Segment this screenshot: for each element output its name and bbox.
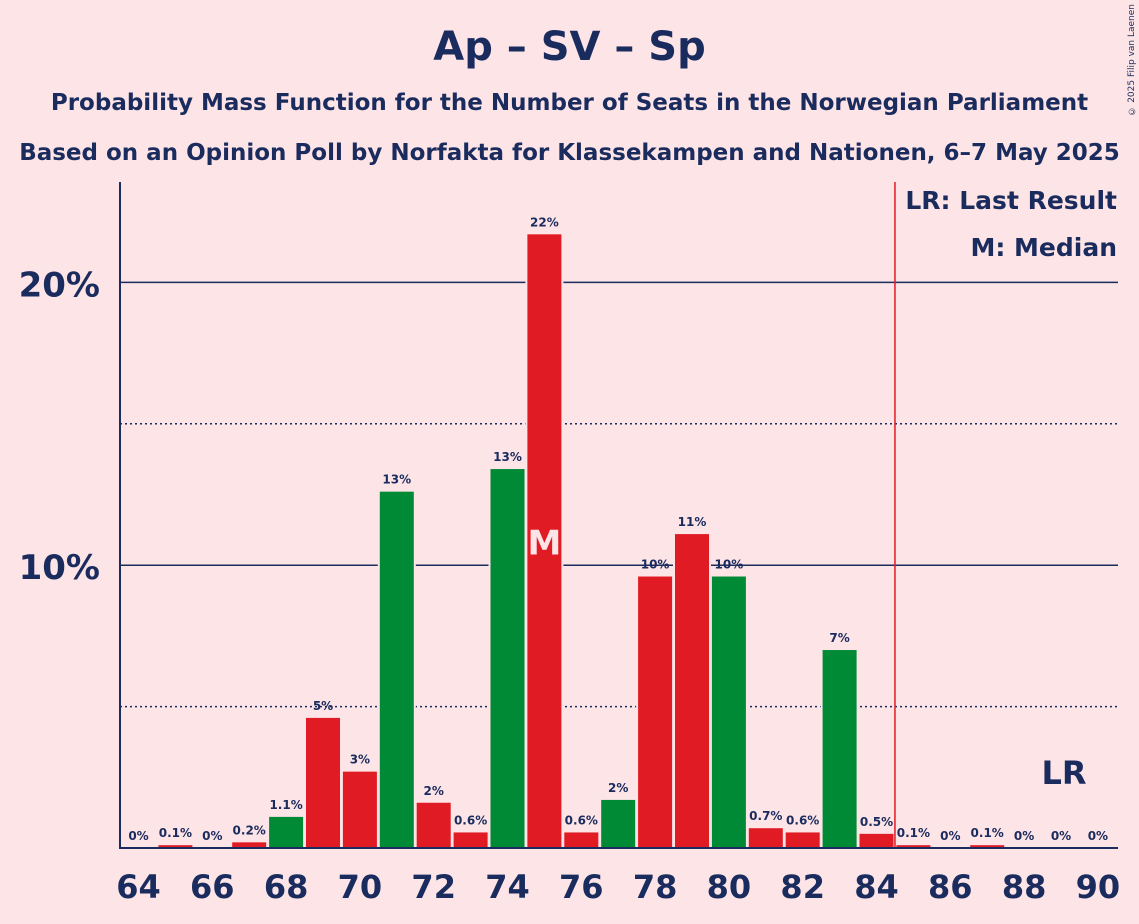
bar-seat-80 — [711, 576, 746, 848]
data-label-seat-69: 5% — [313, 699, 333, 713]
bar-seat-85 — [896, 845, 931, 848]
bar-seat-71 — [379, 491, 414, 848]
bar-seat-76 — [564, 832, 599, 848]
data-label-seat-75: 22% — [530, 215, 559, 229]
data-label-seat-86: 0% — [940, 829, 960, 843]
x-tick-label: 88 — [1002, 868, 1047, 906]
bar-seat-87 — [970, 845, 1005, 848]
chart-subtitle-2: Based on an Opinion Poll by Norfakta for… — [19, 140, 1120, 166]
data-label-seat-81: 0.7% — [749, 809, 782, 823]
data-label-seat-65: 0.1% — [159, 826, 192, 840]
bar-seat-70 — [342, 771, 377, 848]
median-marker: M — [527, 523, 561, 563]
bar-seat-78 — [638, 576, 673, 848]
last-result-label: LR — [1041, 754, 1086, 792]
data-label-seat-66: 0% — [202, 829, 222, 843]
x-tick-label: 66 — [190, 868, 235, 906]
data-label-seat-82: 0.6% — [786, 813, 819, 827]
data-label-seat-64: 0% — [128, 829, 148, 843]
x-tick-label: 80 — [707, 868, 752, 906]
x-tick-label: 86 — [928, 868, 973, 906]
data-label-seat-84: 0.5% — [860, 815, 893, 829]
bar-seat-83 — [822, 650, 857, 848]
legend-last-result: LR: Last Result — [905, 186, 1117, 215]
x-tick-label: 76 — [559, 868, 604, 906]
data-label-seat-90: 0% — [1088, 829, 1108, 843]
x-tick-label: 90 — [1076, 868, 1121, 906]
bar-seat-79 — [675, 534, 709, 848]
data-label-seat-83: 7% — [829, 631, 849, 645]
data-label-seat-88: 0% — [1014, 829, 1034, 843]
data-label-seat-73: 0.6% — [454, 813, 487, 827]
data-label-seat-77: 2% — [608, 781, 628, 795]
data-label-seat-85: 0.1% — [897, 826, 930, 840]
x-tick-label: 82 — [780, 868, 825, 906]
data-label-seat-71: 13% — [382, 473, 411, 487]
bar-seat-69 — [306, 717, 340, 848]
data-label-seat-70: 3% — [350, 753, 370, 767]
bar-seat-77 — [601, 799, 636, 848]
data-label-seat-89: 0% — [1051, 829, 1071, 843]
data-label-seat-78: 10% — [641, 558, 670, 572]
bar-seat-65 — [158, 845, 193, 848]
x-tick-label: 70 — [338, 868, 383, 906]
data-label-seat-80: 10% — [715, 558, 744, 572]
x-tick-label: 64 — [116, 868, 161, 906]
data-label-seat-74: 13% — [493, 450, 522, 464]
chart-title: Ap – SV – Sp — [433, 24, 706, 70]
x-tick-label: 78 — [633, 868, 678, 906]
bar-seat-84 — [859, 833, 894, 848]
data-label-seat-72: 2% — [424, 784, 444, 798]
data-label-seat-67: 0.2% — [233, 823, 266, 837]
bar-seat-72 — [416, 802, 451, 848]
data-label-seat-79: 11% — [678, 515, 707, 529]
chart-subtitle-1: Probability Mass Function for the Number… — [50, 90, 1089, 116]
y-tick-label: 10% — [19, 548, 100, 588]
bar-seat-75 — [527, 234, 562, 849]
legend-median: M: Median — [970, 233, 1117, 262]
bar-seat-81 — [748, 828, 783, 848]
bar-seat-82 — [785, 832, 820, 848]
x-tick-label: 74 — [485, 868, 530, 906]
bar-seat-73 — [453, 832, 488, 848]
bar-seat-67 — [232, 842, 267, 848]
bar-seat-74 — [490, 469, 525, 848]
bar-seat-68 — [269, 816, 304, 848]
x-tick-label: 68 — [264, 868, 309, 906]
y-tick-label: 20% — [19, 265, 100, 305]
data-label-seat-76: 0.6% — [565, 813, 598, 827]
data-label-seat-87: 0.1% — [971, 826, 1004, 840]
x-tick-label: 84 — [854, 868, 899, 906]
x-tick-label: 72 — [411, 868, 456, 906]
data-label-seat-68: 1.1% — [269, 798, 302, 812]
